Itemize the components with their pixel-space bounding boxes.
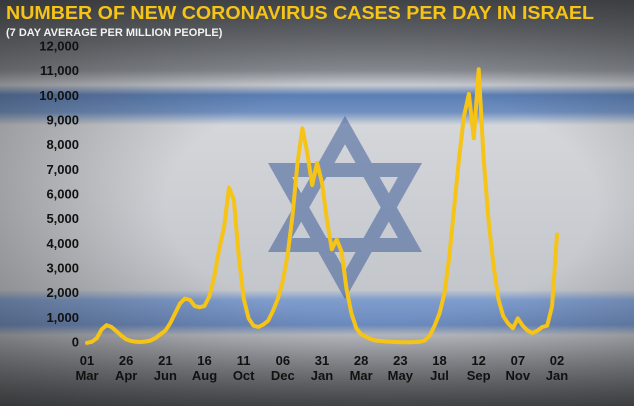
x-tick-label: 12 Sep	[466, 353, 491, 383]
x-tick-label: 07 Nov	[505, 353, 531, 383]
x-tick-label: 26 Apr	[114, 353, 138, 383]
x-tick-label: 01 Mar	[75, 353, 99, 383]
x-tick-label: 02 Jan	[545, 353, 569, 383]
chart-subtitle: (7 DAY AVERAGE PER MILLION PEOPLE)	[6, 27, 223, 39]
y-tick-label: 5,000	[46, 211, 79, 226]
y-tick-label: 10,000	[39, 88, 79, 103]
background-star	[268, 115, 422, 300]
x-tick-label: 06 Dec	[270, 353, 295, 383]
y-tick-label: 1,000	[46, 310, 79, 325]
y-tick-label: 7,000	[46, 162, 79, 177]
y-tick-label: 9,000	[46, 112, 79, 127]
x-tick-label: 18 Jul	[430, 353, 449, 383]
x-tick-label: 11 Oct	[232, 353, 255, 383]
data-line	[85, 67, 559, 345]
x-tick-label: 31 Jan	[310, 353, 334, 383]
y-tick-label: 6,000	[46, 186, 79, 201]
y-tick-label: 2,000	[46, 285, 79, 300]
y-tick-label: 3,000	[46, 260, 79, 275]
y-tick-label: 11,000	[40, 63, 79, 78]
x-tick-label: 21 Jun	[153, 353, 177, 383]
x-tick-label: 23 May	[387, 353, 413, 383]
y-tick-label: 4,000	[46, 236, 79, 251]
y-tick-label: 0	[72, 334, 79, 349]
y-tick-label: 8,000	[46, 137, 79, 152]
star-triangle	[268, 163, 422, 300]
x-tick-label: 28 Mar	[349, 353, 373, 383]
x-tick-label: 16 Aug	[191, 353, 218, 383]
star-triangle	[268, 115, 422, 252]
chart-title: NUMBER OF NEW CORONAVIRUS CASES PER DAY …	[6, 3, 594, 23]
y-tick-label: 12,000	[39, 38, 79, 53]
